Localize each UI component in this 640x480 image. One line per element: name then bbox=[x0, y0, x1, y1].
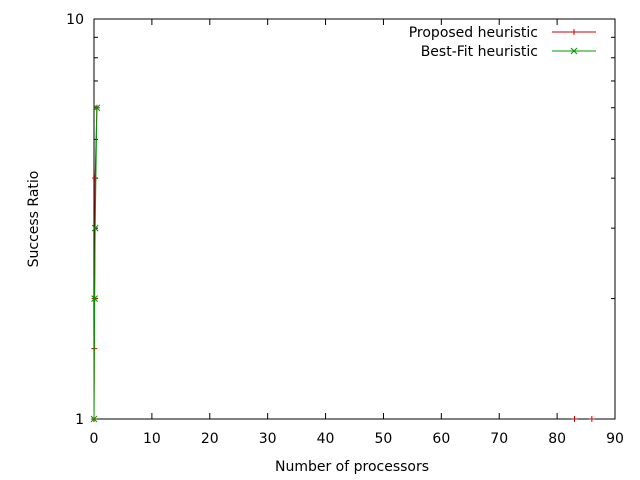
y-tick-label: 10 bbox=[66, 12, 84, 28]
legend-label: Proposed heuristic bbox=[409, 25, 538, 41]
series-line bbox=[93, 107, 98, 420]
x-tick-label: 0 bbox=[90, 431, 99, 447]
x-tick-label: 80 bbox=[548, 431, 566, 447]
data-point bbox=[91, 224, 99, 232]
plot-frame bbox=[93, 18, 616, 420]
x-axis-ticks: 0 10 20 30 40 50 60 70 80 90 bbox=[90, 19, 624, 447]
legend-marker bbox=[570, 47, 578, 55]
x-axis-title: Number of processors bbox=[275, 459, 429, 475]
y-tick-label: 1 bbox=[75, 412, 84, 428]
data-point bbox=[92, 175, 99, 182]
data-point bbox=[91, 295, 98, 302]
x-tick-label: 20 bbox=[201, 431, 219, 447]
series-best-fit bbox=[90, 104, 101, 423]
x-tick-label: 30 bbox=[259, 431, 277, 447]
x-tick-label: 10 bbox=[143, 431, 161, 447]
series-layer bbox=[90, 104, 595, 423]
y-axis-ticks: 1 10 bbox=[66, 12, 615, 428]
legend-marker bbox=[571, 29, 577, 35]
x-tick-label: 90 bbox=[606, 431, 624, 447]
x-tick-label: 40 bbox=[317, 431, 335, 447]
data-point bbox=[90, 415, 98, 423]
legend-label: Best-Fit heuristic bbox=[421, 44, 538, 60]
series-proposed bbox=[91, 104, 595, 422]
data-point bbox=[588, 416, 595, 422]
data-point bbox=[93, 104, 101, 112]
x-tick-label: 70 bbox=[490, 431, 508, 447]
data-point bbox=[571, 416, 578, 422]
x-tick-label: 60 bbox=[432, 431, 450, 447]
legend: Proposed heuristic Best-Fit heuristic bbox=[409, 25, 596, 60]
y-axis-title: Success Ratio bbox=[26, 171, 42, 268]
x-tick-label: 50 bbox=[375, 431, 393, 447]
